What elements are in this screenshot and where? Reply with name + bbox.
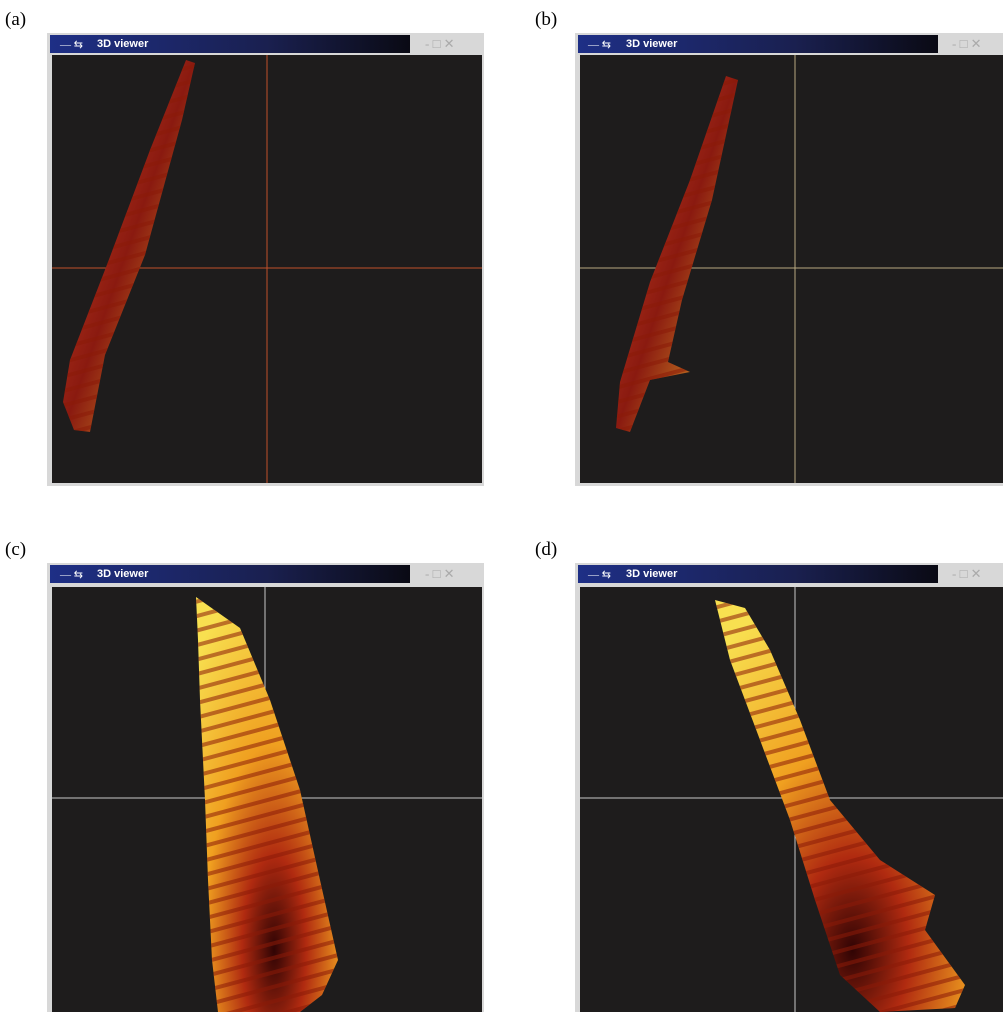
window-buttons[interactable]: - □ ✕ bbox=[425, 566, 455, 581]
panel-label: (b) bbox=[535, 9, 557, 30]
panel: (a) 3D viewer — ⇆ - □ ✕ bbox=[5, 9, 484, 486]
menu-icon[interactable]: — ⇆ bbox=[59, 569, 83, 581]
viewport bbox=[580, 55, 1003, 483]
window-title: 3D viewer bbox=[97, 568, 149, 580]
panel: (d) 3D viewer — ⇆ - □ ✕ bbox=[535, 539, 1003, 1012]
menu-icon[interactable]: — ⇆ bbox=[587, 39, 611, 51]
window-title: 3D viewer bbox=[97, 38, 149, 50]
panel: (c) 3D viewer — ⇆ - □ ✕ bbox=[5, 539, 484, 1012]
panel-label: (d) bbox=[535, 539, 557, 560]
window-buttons[interactable]: - □ ✕ bbox=[952, 36, 982, 51]
panel-label: (c) bbox=[5, 539, 26, 560]
window-buttons[interactable]: - □ ✕ bbox=[952, 566, 982, 581]
window-buttons[interactable]: - □ ✕ bbox=[425, 36, 455, 51]
page: (a) 3D viewer — ⇆ - □ ✕ (b) 3D viewer — … bbox=[0, 0, 1003, 1012]
panel-label: (a) bbox=[5, 9, 26, 30]
figure: (a) 3D viewer — ⇆ - □ ✕ (b) 3D viewer — … bbox=[0, 0, 1003, 1012]
menu-icon[interactable]: — ⇆ bbox=[587, 569, 611, 581]
menu-icon[interactable]: — ⇆ bbox=[59, 39, 83, 51]
window-title: 3D viewer bbox=[626, 38, 678, 50]
window-title: 3D viewer bbox=[626, 568, 678, 580]
panel: (b) 3D viewer — ⇆ - □ ✕ bbox=[535, 9, 1003, 486]
